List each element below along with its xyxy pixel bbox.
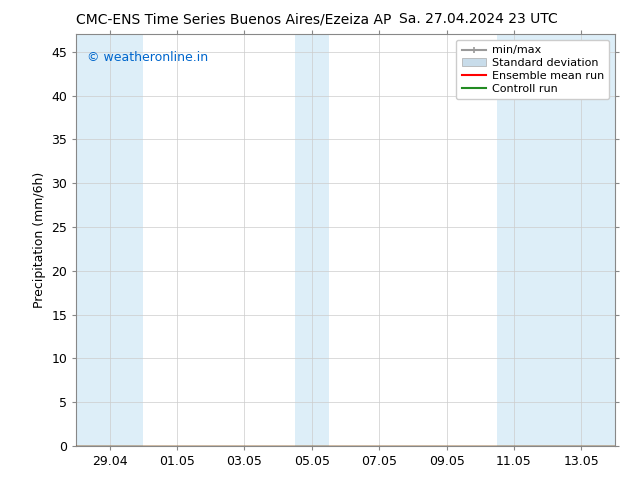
Bar bbox=[312, 34, 328, 446]
Y-axis label: Precipitation (mm/6h): Precipitation (mm/6h) bbox=[32, 172, 46, 308]
Bar bbox=[497, 34, 615, 446]
Bar bbox=[76, 34, 143, 446]
Legend: min/max, Standard deviation, Ensemble mean run, Controll run: min/max, Standard deviation, Ensemble me… bbox=[456, 40, 609, 99]
Text: CMC-ENS Time Series Buenos Aires/Ezeiza AP: CMC-ENS Time Series Buenos Aires/Ezeiza … bbox=[76, 12, 391, 26]
Text: © weatheronline.in: © weatheronline.in bbox=[87, 51, 208, 64]
Bar bbox=[295, 34, 312, 446]
Text: Sa. 27.04.2024 23 UTC: Sa. 27.04.2024 23 UTC bbox=[399, 12, 558, 26]
